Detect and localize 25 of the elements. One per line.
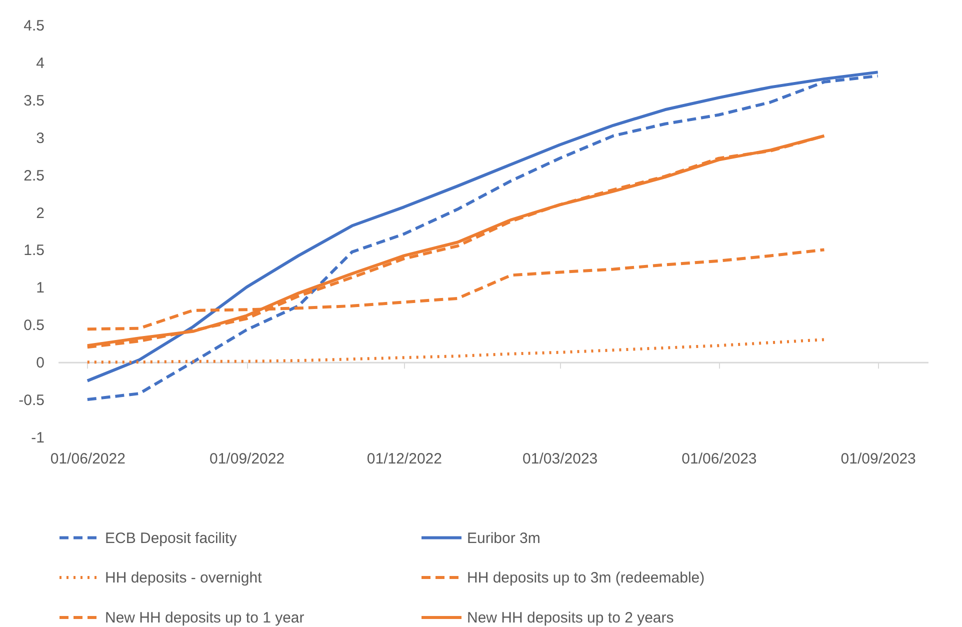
line-series [86,338,826,364]
x-tick-label: 01/09/2022 [209,450,285,468]
legend-label: HH deposits - overnight [105,570,263,586]
x-tick-label: 01/06/2022 [50,450,126,468]
legend-label: Euribor 3m [467,530,540,547]
x-tick-label: 01/12/2022 [366,450,442,468]
y-tick-label: -0.5 [18,392,44,410]
y-tick-label: 3 [36,130,44,147]
x-tick-label: 01/03/2023 [522,450,598,468]
y-tick-label: 0 [36,354,44,372]
y-tick-label: 3.5 [24,92,44,110]
y-tick-label: 1 [36,280,44,297]
x-tick-label: 01/09/2023 [840,450,916,468]
legend-label: HH deposits up to 3m (redeemable) [467,570,705,586]
y-tick-label: 4 [36,54,44,72]
y-tick-label: -1 [31,430,44,446]
y-tick-label: 0.5 [24,317,44,334]
y-tick-label: 1.5 [24,242,44,260]
x-tick-label: 01/06/2023 [682,450,757,468]
y-tick-label: 4.5 [24,18,44,34]
legend-label: New HH deposits up to 2 years [467,610,674,626]
legend-label: New HH deposits up to 1 year [105,610,304,626]
y-tick-label: 2 [36,204,44,222]
y-tick-label: 2.5 [24,167,44,184]
legend-label: ECB Deposit facility [105,530,238,547]
